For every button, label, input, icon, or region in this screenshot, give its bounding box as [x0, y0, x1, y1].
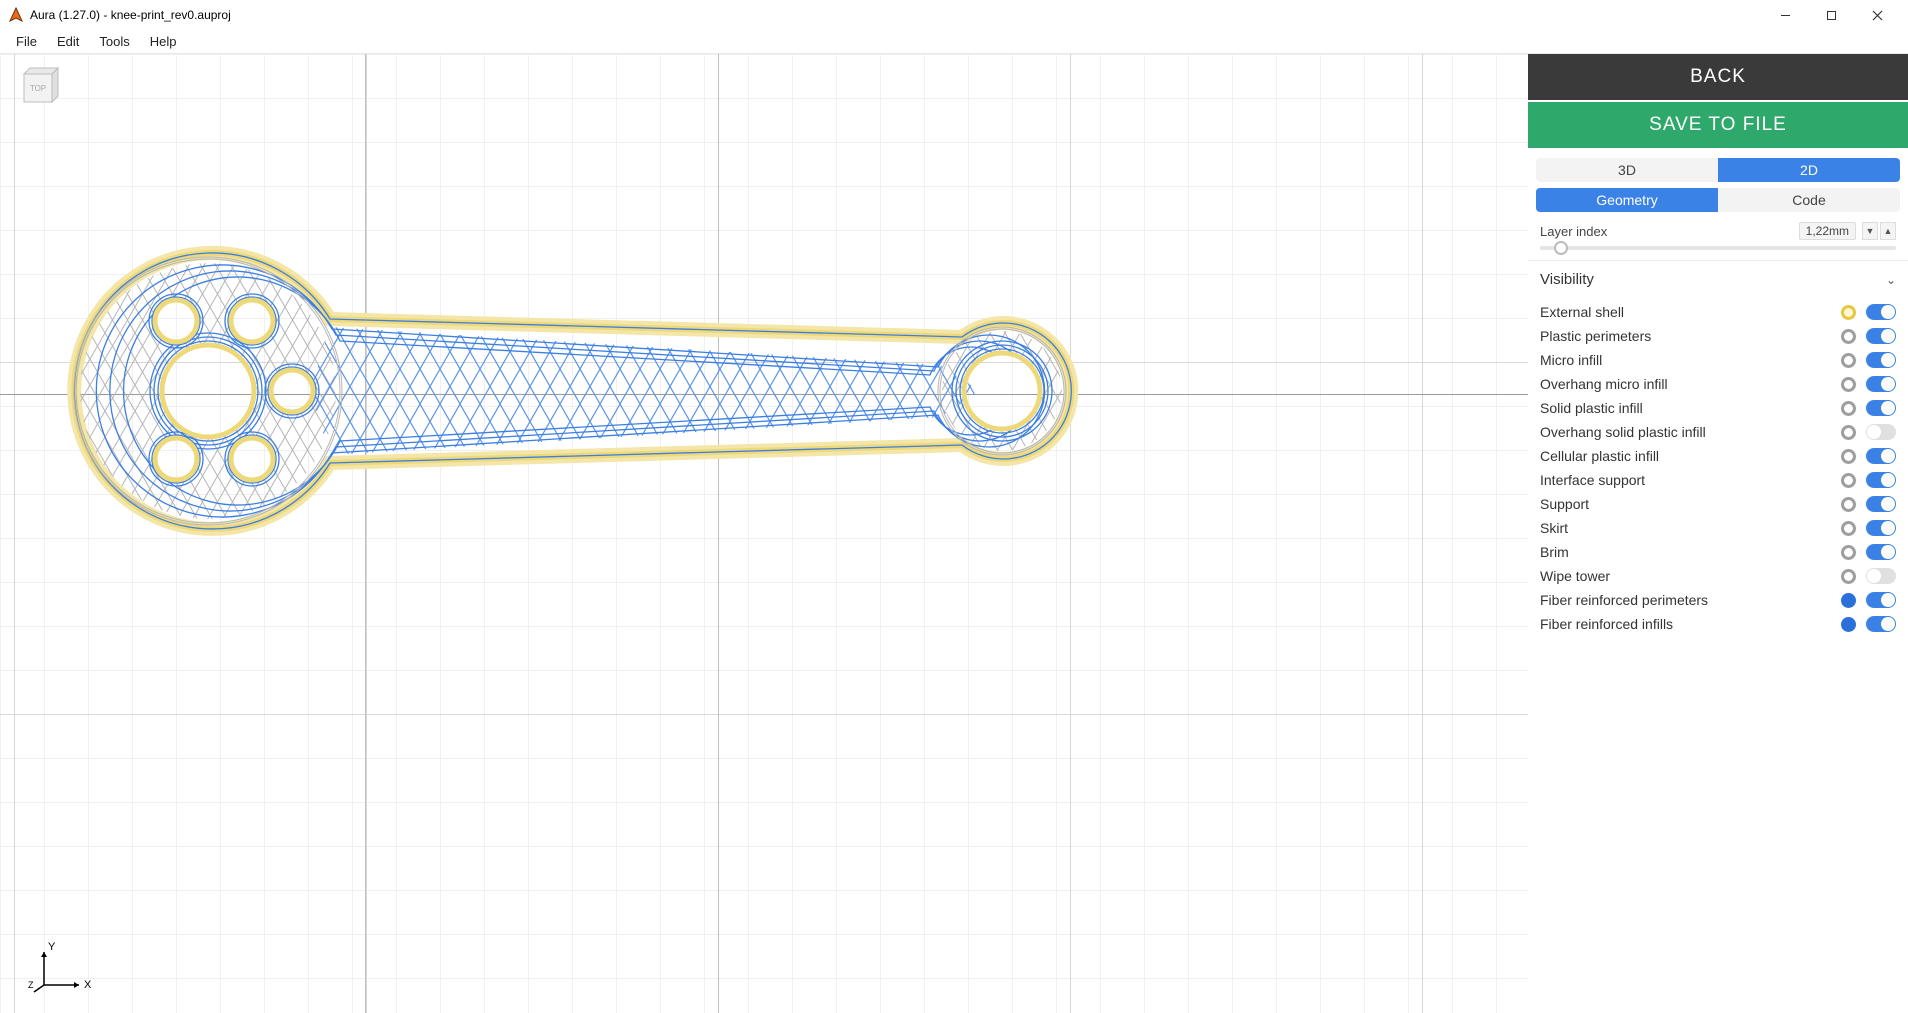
window-maximize-button[interactable] — [1808, 0, 1854, 30]
info-mode-segmented: Geometry Code — [1536, 188, 1900, 212]
visibility-item-label: Brim — [1540, 544, 1841, 560]
layer-index-label: Layer index — [1540, 224, 1799, 239]
visibility-item-label: Support — [1540, 496, 1841, 512]
visibility-toggle[interactable] — [1866, 616, 1896, 632]
svg-text:X: X — [84, 979, 92, 991]
visibility-toggle[interactable] — [1866, 400, 1896, 416]
visibility-toggle[interactable] — [1866, 424, 1896, 440]
visibility-color-swatch — [1841, 569, 1856, 584]
visibility-toggle[interactable] — [1866, 352, 1896, 368]
visibility-list: External shell Plastic perimeters Micro in… — [1528, 298, 1908, 646]
visibility-row: Wipe tower — [1528, 564, 1908, 588]
visibility-color-swatch — [1841, 329, 1856, 344]
sliced-part — [60, 229, 1100, 564]
visibility-row: Cellular plastic infill — [1528, 444, 1908, 468]
menu-file[interactable]: File — [6, 32, 47, 51]
menu-help[interactable]: Help — [140, 32, 187, 51]
window-minimize-button[interactable] — [1762, 0, 1808, 30]
visibility-item-label: Overhang solid plastic infill — [1540, 424, 1841, 440]
visibility-color-swatch — [1841, 593, 1856, 608]
visibility-row: Interface support — [1528, 468, 1908, 492]
visibility-row: Solid plastic infill — [1528, 396, 1908, 420]
visibility-toggle[interactable] — [1866, 304, 1896, 320]
orientation-cube[interactable]: TOP — [18, 64, 64, 115]
visibility-row: Fiber reinforced infills — [1528, 612, 1908, 636]
visibility-toggle[interactable] — [1866, 496, 1896, 512]
layer-index-up-button[interactable]: ▲ — [1880, 222, 1896, 240]
visibility-item-label: Interface support — [1540, 472, 1841, 488]
visibility-section-header[interactable]: Visibility ⌄ — [1528, 260, 1908, 298]
menu-edit[interactable]: Edit — [47, 32, 89, 51]
visibility-color-swatch — [1841, 377, 1856, 392]
view-mode-2d[interactable]: 2D — [1718, 158, 1900, 182]
layer-index-value[interactable]: 1,22mm — [1799, 222, 1856, 240]
visibility-toggle[interactable] — [1866, 520, 1896, 536]
visibility-row: Skirt — [1528, 516, 1908, 540]
visibility-row: Brim — [1528, 540, 1908, 564]
app-icon — [8, 7, 24, 23]
back-button[interactable]: BACK — [1528, 54, 1908, 100]
visibility-color-swatch — [1841, 521, 1856, 536]
visibility-toggle[interactable] — [1866, 568, 1896, 584]
visibility-item-label: Fiber reinforced infills — [1540, 616, 1841, 632]
menu-tools[interactable]: Tools — [89, 32, 139, 51]
menu-bar: File Edit Tools Help — [0, 30, 1908, 54]
visibility-toggle[interactable] — [1866, 376, 1896, 392]
visibility-color-swatch — [1841, 545, 1856, 560]
window-titlebar: Aura (1.27.0) - knee-print_rev0.auproj — [0, 0, 1908, 30]
orientation-cube-label: TOP — [30, 84, 46, 93]
visibility-item-label: Micro infill — [1540, 352, 1841, 368]
svg-text:Z: Z — [28, 980, 34, 990]
visibility-color-swatch — [1841, 353, 1856, 368]
visibility-item-label: Cellular plastic infill — [1540, 448, 1841, 464]
chevron-down-icon: ⌄ — [1886, 273, 1896, 287]
visibility-color-swatch — [1841, 401, 1856, 416]
visibility-toggle[interactable] — [1866, 448, 1896, 464]
visibility-row: Plastic perimeters — [1528, 324, 1908, 348]
side-panel: BACK SAVE TO FILE 3D 2D Geometry Code La… — [1528, 54, 1908, 1013]
visibility-color-swatch — [1841, 617, 1856, 632]
axis-gizmo: X Y Z — [24, 940, 94, 1003]
info-mode-geometry[interactable]: Geometry — [1536, 188, 1718, 212]
layer-index-slider-thumb[interactable] — [1554, 241, 1568, 255]
visibility-color-swatch — [1841, 305, 1856, 320]
layer-index-down-button[interactable]: ▼ — [1862, 222, 1878, 240]
visibility-row: Fiber reinforced perimeters — [1528, 588, 1908, 612]
visibility-item-label: External shell — [1540, 304, 1841, 320]
visibility-item-label: Fiber reinforced perimeters — [1540, 592, 1841, 608]
visibility-label: Visibility — [1540, 271, 1594, 288]
visibility-toggle[interactable] — [1866, 328, 1896, 344]
save-to-file-button[interactable]: SAVE TO FILE — [1528, 102, 1908, 148]
info-mode-code[interactable]: Code — [1718, 188, 1900, 212]
layer-index-row: Layer index 1,22mm ▼ ▲ — [1528, 216, 1908, 242]
view-mode-3d[interactable]: 3D — [1536, 158, 1718, 182]
visibility-toggle[interactable] — [1866, 472, 1896, 488]
window-title: Aura (1.27.0) - knee-print_rev0.auproj — [30, 8, 231, 22]
viewport-2d[interactable]: TOP X Y Z — [0, 54, 1528, 1013]
window-close-button[interactable] — [1854, 0, 1900, 30]
visibility-row: Overhang solid plastic infill — [1528, 420, 1908, 444]
visibility-item-label: Plastic perimeters — [1540, 328, 1841, 344]
layer-index-slider[interactable] — [1528, 242, 1908, 260]
view-mode-segmented: 3D 2D — [1536, 158, 1900, 182]
visibility-toggle[interactable] — [1866, 544, 1896, 560]
visibility-item-label: Overhang micro infill — [1540, 376, 1841, 392]
visibility-color-swatch — [1841, 425, 1856, 440]
visibility-color-swatch — [1841, 449, 1856, 464]
svg-text:Y: Y — [48, 941, 56, 953]
visibility-item-label: Wipe tower — [1540, 568, 1841, 584]
visibility-row: Overhang micro infill — [1528, 372, 1908, 396]
visibility-color-swatch — [1841, 473, 1856, 488]
visibility-toggle[interactable] — [1866, 592, 1896, 608]
visibility-item-label: Skirt — [1540, 520, 1841, 536]
visibility-color-swatch — [1841, 497, 1856, 512]
visibility-row: Support — [1528, 492, 1908, 516]
visibility-row: Micro infill — [1528, 348, 1908, 372]
visibility-row: External shell — [1528, 300, 1908, 324]
visibility-item-label: Solid plastic infill — [1540, 400, 1841, 416]
